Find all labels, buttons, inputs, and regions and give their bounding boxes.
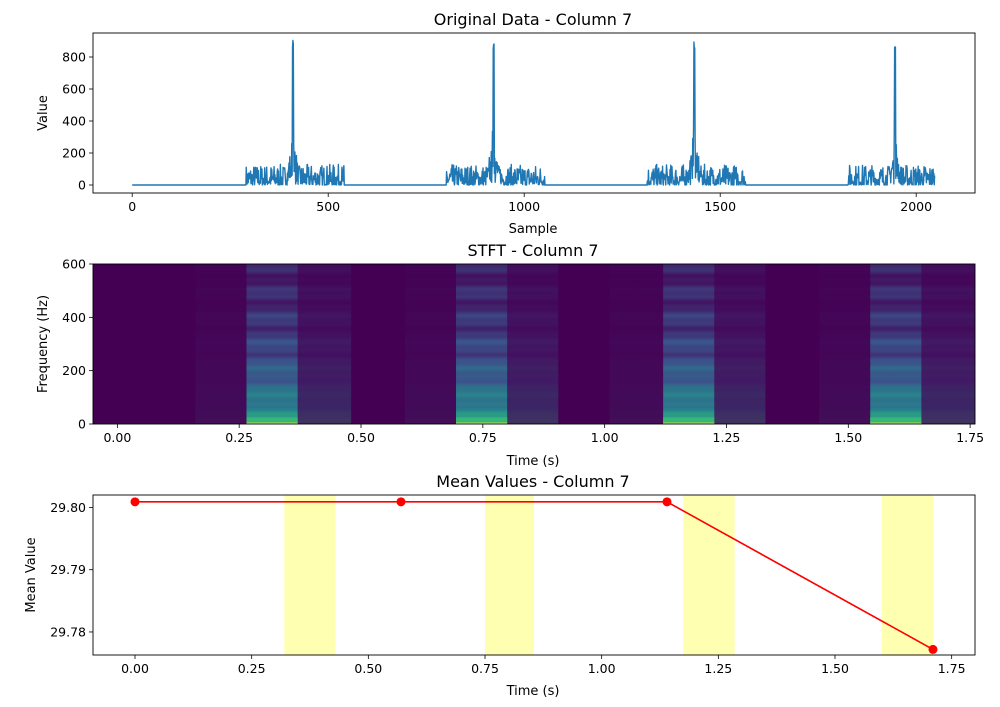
mean-values-highlight-spans [284, 495, 933, 655]
x-tick-label: 0.25 [238, 661, 266, 676]
mean-values-line [135, 501, 934, 651]
x-tick-label: 1.50 [821, 661, 849, 676]
stft-column [195, 264, 247, 424]
original-data-plot-area [93, 33, 975, 193]
highlight-span [485, 495, 534, 655]
y-tick-label: 400 [62, 310, 86, 325]
stft-peak-band [663, 422, 715, 424]
x-tick-label: 0.25 [225, 430, 253, 445]
y-tick-label: 800 [62, 50, 86, 65]
stft-peak-band [870, 422, 922, 424]
stft-frame [92, 263, 976, 425]
x-tick-label: 0.75 [469, 430, 497, 445]
mean-values-panel: Mean Values - Column 7 0.00 0.25 0.50 0.75 1… [24, 472, 976, 699]
stft-column [507, 264, 559, 424]
stft-low-band [663, 417, 715, 423]
mean-value-point [396, 497, 406, 507]
mean-values-x-label: Time (s) [506, 684, 560, 699]
original-data-line [131, 39, 936, 186]
x-tick-label: 1000 [508, 199, 540, 214]
stft-column [663, 264, 715, 424]
stft-column [404, 264, 457, 424]
x-tick-label: 0.00 [103, 430, 131, 445]
x-tick-label: 0.50 [354, 661, 382, 676]
stft-low-band [456, 417, 508, 423]
y-tick-label: 200 [62, 146, 86, 161]
original-data-x-ticks: 0 500 1000 1500 2000 [128, 193, 932, 214]
original-data-y-ticks: 0 200 400 600 800 [62, 50, 93, 193]
mean-values-y-ticks: 29.78 29.79 29.80 [50, 500, 93, 639]
x-tick-label: 500 [316, 199, 340, 214]
y-tick-label: 200 [62, 363, 86, 378]
x-tick-label: 1500 [704, 199, 736, 214]
original-data-series [131, 39, 936, 186]
original-data-y-label: Value [36, 95, 51, 131]
mean-value-point [130, 497, 140, 507]
stft-column [351, 264, 405, 424]
stft-column [297, 264, 352, 424]
stft-y-ticks: 0 200 400 600 [62, 257, 93, 432]
y-tick-label: 29.80 [50, 500, 86, 515]
stft-spectrogram [93, 264, 975, 424]
stft-column [819, 264, 871, 424]
y-tick-label: 29.79 [50, 562, 86, 577]
x-tick-label: 1.75 [938, 661, 966, 676]
x-tick-label: 2000 [900, 199, 932, 214]
stft-low-band [246, 417, 298, 423]
stft-column [921, 264, 975, 424]
stft-column [609, 264, 664, 424]
y-tick-label: 400 [62, 114, 86, 129]
stft-peak-band [246, 422, 298, 424]
highlight-span [284, 495, 336, 655]
x-tick-label: 0 [128, 199, 136, 214]
stft-peak-band [456, 422, 508, 424]
mean-value-point [928, 644, 938, 654]
mean-value-point [662, 497, 672, 507]
original-data-frame [92, 32, 976, 194]
original-data-panel: Original Data - Column 7 0 500 1000 1500 200… [36, 10, 976, 237]
mean-values-frame [92, 494, 976, 656]
stft-column [714, 264, 766, 424]
stft-column [765, 264, 820, 424]
highlight-span [881, 495, 933, 655]
y-tick-label: 0 [78, 417, 86, 432]
y-tick-label: 0 [78, 178, 86, 193]
x-tick-label: 1.25 [713, 430, 741, 445]
y-tick-label: 29.78 [50, 624, 86, 639]
stft-low-band [870, 417, 922, 423]
stft-column [246, 264, 298, 424]
x-tick-label: 1.25 [704, 661, 732, 676]
mean-values-x-ticks: 0.00 0.25 0.50 0.75 1.00 1.25 1.50 1.75 [121, 655, 966, 676]
mean-values-plot-area [93, 495, 975, 655]
stft-column [456, 264, 508, 424]
x-tick-label: 1.75 [956, 430, 984, 445]
stft-x-label: Time (s) [506, 454, 560, 469]
y-tick-label: 600 [62, 82, 86, 97]
stft-x-ticks: 0.00 0.25 0.50 0.75 1.00 1.25 1.50 1.75 [103, 424, 984, 445]
x-tick-label: 0.50 [347, 430, 375, 445]
x-tick-label: 1.00 [588, 661, 616, 676]
y-tick-label: 600 [62, 257, 86, 272]
original-data-title: Original Data - Column 7 [434, 10, 632, 29]
x-tick-label: 0.00 [121, 661, 149, 676]
x-tick-label: 1.00 [591, 430, 619, 445]
x-tick-label: 1.50 [834, 430, 862, 445]
mean-values-y-label: Mean Value [24, 537, 39, 612]
stft-title: STFT - Column 7 [467, 241, 598, 260]
stft-y-label: Frequency (Hz) [36, 295, 51, 393]
x-tick-label: 0.75 [471, 661, 499, 676]
original-data-x-label: Sample [509, 222, 558, 237]
highlight-span [683, 495, 735, 655]
mean-values-title: Mean Values - Column 7 [436, 472, 629, 491]
stft-column [870, 264, 922, 424]
mean-values-series [130, 497, 938, 654]
stft-column [93, 264, 196, 424]
stft-panel: STFT - Column 7 0.00 0.25 0.50 0.75 1.00 1.25… [36, 241, 984, 469]
stft-column [558, 264, 610, 424]
